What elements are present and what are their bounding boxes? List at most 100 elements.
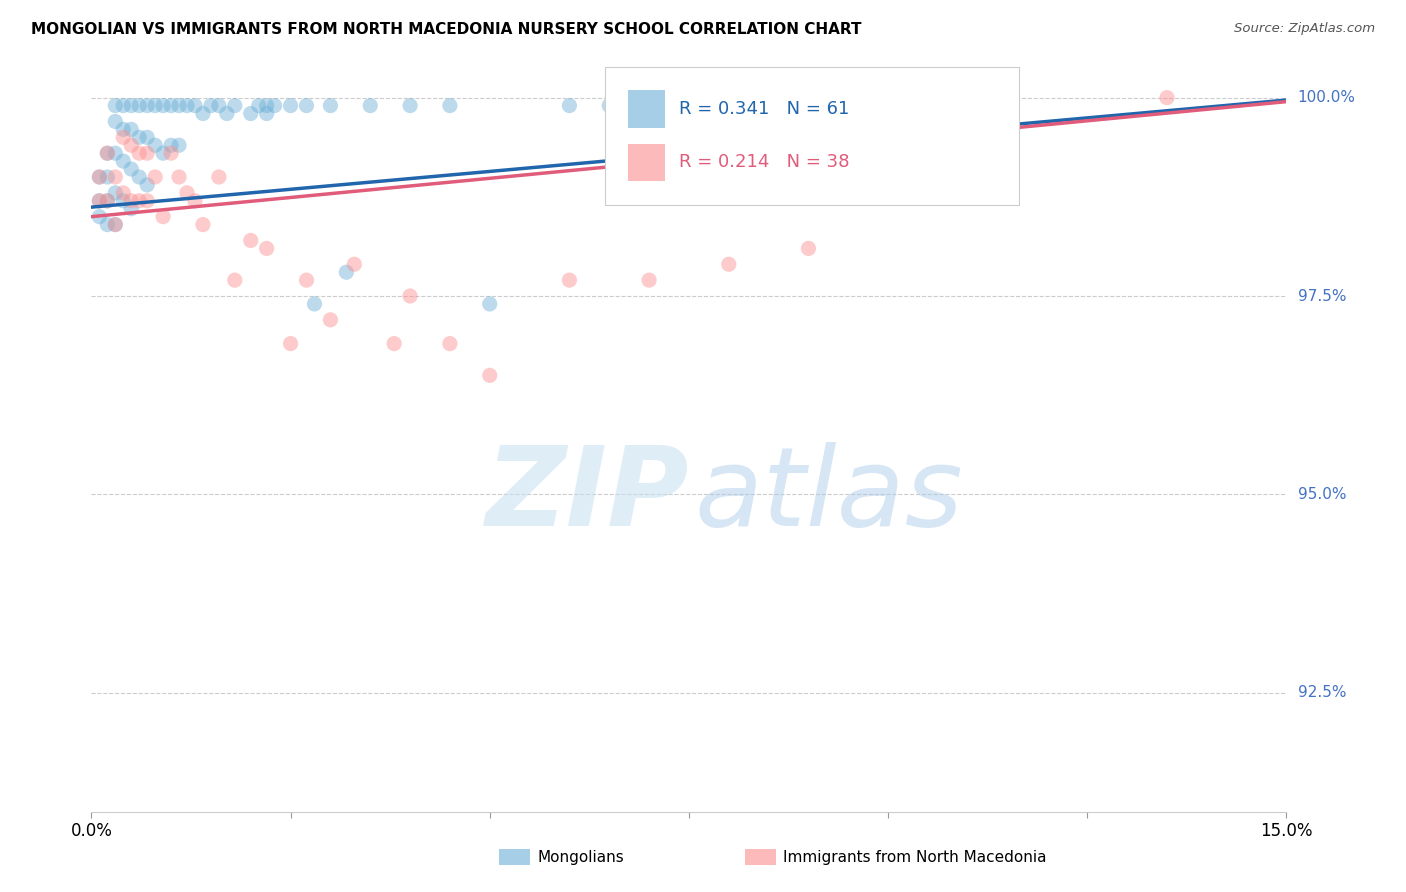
Point: [256, 98, 278, 112]
Point: [717, 257, 740, 271]
Point: [112, 186, 135, 200]
Point: [128, 130, 150, 145]
Point: [176, 98, 198, 112]
Point: [598, 98, 620, 112]
Point: [143, 98, 166, 112]
Point: [176, 186, 198, 200]
Point: [638, 98, 661, 112]
Point: [136, 178, 159, 192]
Point: [478, 368, 501, 383]
Point: [143, 169, 166, 184]
Point: [439, 98, 461, 112]
Point: [382, 336, 405, 351]
Point: [160, 138, 183, 153]
Point: [335, 265, 357, 279]
Point: [104, 98, 127, 112]
Point: [120, 122, 142, 136]
Point: [104, 218, 127, 232]
Point: [120, 138, 142, 153]
Point: [136, 98, 159, 112]
Point: [208, 169, 231, 184]
Point: [136, 194, 159, 208]
Point: [128, 98, 150, 112]
Point: [295, 273, 318, 287]
Point: [89, 210, 111, 224]
Point: [558, 273, 581, 287]
Point: [112, 98, 135, 112]
Text: 92.5%: 92.5%: [1298, 685, 1346, 700]
Point: [239, 234, 262, 248]
Point: [478, 297, 501, 311]
Point: [160, 146, 183, 161]
Point: [136, 146, 159, 161]
Point: [120, 98, 142, 112]
Point: [224, 98, 246, 112]
Text: R = 0.341   N = 61: R = 0.341 N = 61: [679, 100, 849, 118]
Point: [184, 194, 207, 208]
Point: [399, 289, 422, 303]
Point: [104, 186, 127, 200]
Point: [152, 146, 174, 161]
Point: [167, 98, 190, 112]
Point: [191, 106, 214, 120]
Text: Immigrants from North Macedonia: Immigrants from North Macedonia: [783, 850, 1046, 864]
Point: [295, 98, 318, 112]
Text: MONGOLIAN VS IMMIGRANTS FROM NORTH MACEDONIA NURSERY SCHOOL CORRELATION CHART: MONGOLIAN VS IMMIGRANTS FROM NORTH MACED…: [31, 22, 862, 37]
Point: [239, 106, 262, 120]
Point: [319, 98, 342, 112]
Point: [112, 194, 135, 208]
Point: [96, 194, 118, 208]
Point: [256, 106, 278, 120]
Point: [120, 202, 142, 216]
Point: [797, 98, 820, 112]
Point: [359, 98, 381, 112]
Point: [143, 138, 166, 153]
Point: [128, 146, 150, 161]
Point: [280, 98, 302, 112]
Text: 95.0%: 95.0%: [1298, 487, 1346, 502]
Point: [128, 169, 150, 184]
Text: atlas: atlas: [695, 442, 963, 549]
Point: [200, 98, 222, 112]
Point: [638, 273, 661, 287]
Point: [184, 98, 207, 112]
Point: [1156, 90, 1178, 104]
Text: Source: ZipAtlas.com: Source: ZipAtlas.com: [1234, 22, 1375, 36]
Point: [96, 194, 118, 208]
Point: [96, 146, 118, 161]
Point: [120, 162, 142, 177]
Point: [89, 194, 111, 208]
Point: [112, 122, 135, 136]
Text: 100.0%: 100.0%: [1298, 90, 1355, 105]
Point: [89, 169, 111, 184]
Point: [215, 106, 238, 120]
Point: [319, 313, 342, 327]
Text: R = 0.214   N = 38: R = 0.214 N = 38: [679, 153, 849, 171]
Point: [167, 138, 190, 153]
Point: [89, 169, 111, 184]
Point: [120, 194, 142, 208]
Point: [152, 98, 174, 112]
Point: [112, 154, 135, 169]
Point: [96, 218, 118, 232]
Point: [280, 336, 302, 351]
Text: 97.5%: 97.5%: [1298, 288, 1346, 303]
Point: [263, 98, 285, 112]
Point: [112, 130, 135, 145]
Point: [167, 169, 190, 184]
Point: [247, 98, 270, 112]
Point: [343, 257, 366, 271]
Point: [304, 297, 326, 311]
Point: [89, 194, 111, 208]
Point: [191, 218, 214, 232]
Text: ZIP: ZIP: [485, 442, 689, 549]
Point: [678, 98, 700, 112]
Point: [717, 98, 740, 112]
Point: [136, 130, 159, 145]
Point: [104, 146, 127, 161]
Point: [399, 98, 422, 112]
Point: [104, 218, 127, 232]
Point: [256, 241, 278, 255]
Point: [558, 98, 581, 112]
Point: [104, 114, 127, 128]
